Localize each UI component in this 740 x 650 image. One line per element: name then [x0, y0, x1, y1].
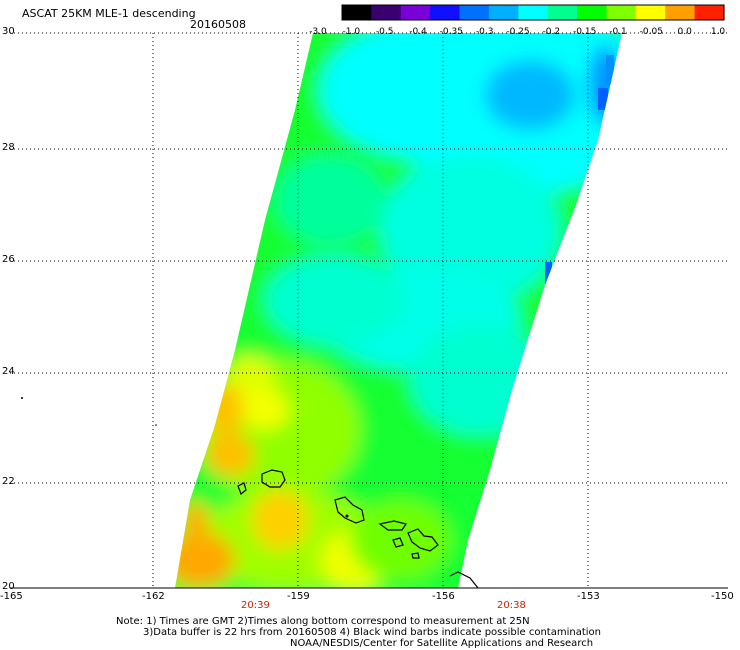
lat-label-28: 28: [2, 142, 15, 153]
lat-label-30: 30: [2, 26, 15, 37]
lat-label-22: 22: [2, 476, 15, 487]
colorbar-swatch: [577, 5, 608, 20]
lon-label-159: -159: [287, 591, 310, 602]
colorbar: [341, 4, 725, 21]
maui-coastline: [407, 528, 439, 552]
colorbar-swatch: [459, 5, 490, 20]
lon-label-156: -156: [432, 591, 455, 602]
colorbar-frame: [341, 4, 725, 21]
oahu-barb-dot: [345, 514, 349, 518]
colorbar-label: 0.0: [677, 27, 692, 37]
colorbar-label: -0.5: [375, 27, 394, 37]
lon-label-162: -162: [142, 591, 165, 602]
colorbar-label: -0.4: [409, 27, 427, 37]
hawaii-coastline: [449, 571, 479, 588]
time-label-west: 20:39: [241, 600, 270, 611]
colorbar-label: -0.3: [475, 27, 494, 37]
colorbar-label: -0.1: [609, 27, 627, 37]
note-line-3: NOAA/NESDIS/Center for Satellite Applica…: [290, 638, 594, 649]
colorbar-label: 1.0: [710, 27, 726, 37]
kahoolawe-coastline: [411, 552, 420, 559]
colorbar-swatch: [665, 5, 696, 20]
colorbar-label: -0.05: [639, 27, 663, 37]
colorbar-label: -3.0: [309, 27, 327, 37]
colorbar-swatch: [547, 5, 578, 20]
colorbar-label: -0.25: [506, 27, 530, 37]
colorbar-swatch: [606, 5, 637, 20]
colorbar-swatch: [694, 5, 725, 20]
kauai-coastline: [261, 469, 286, 488]
note-line-2: 3)Data buffer is 22 hrs from 20160508 4)…: [143, 627, 601, 638]
lon-label-153: -153: [577, 591, 600, 602]
scatterometer-swath: [175, 33, 622, 588]
colorbar-swatch: [400, 5, 431, 20]
colorbar-swatch: [342, 5, 372, 20]
colorbar-label: -1.0: [342, 27, 361, 37]
colorbar-label: -0.2: [542, 27, 561, 37]
note-line-1: Note: 1) Times are GMT 2)Times along bot…: [116, 616, 530, 627]
lanai-coastline: [392, 537, 404, 548]
lon-label-165: -165: [0, 591, 23, 602]
colorbar-swatch: [635, 5, 666, 20]
molokai-coastline: [378, 520, 407, 531]
stray-dot: [155, 424, 157, 426]
colorbar-swatch: [371, 5, 402, 20]
lat-label-20: 20: [2, 581, 15, 592]
lat-label-24: 24: [2, 366, 15, 377]
colorbar-label: -0.15: [573, 27, 597, 37]
colorbar-label: -0.35: [439, 27, 463, 37]
colorbar-swatch: [430, 5, 461, 20]
chart-date: 20160508: [190, 18, 246, 31]
oahu-coastline: [334, 496, 365, 524]
graticule: [10, 32, 728, 588]
colorbar-swatch: [488, 5, 519, 20]
chart-title: ASCAT 25KM MLE-1 descending: [22, 7, 196, 20]
lon-label-150: -150: [711, 591, 734, 602]
niihau-coastline: [237, 482, 247, 495]
lat-label-26: 26: [2, 254, 15, 265]
time-label-east: 20:38: [497, 600, 526, 611]
colorbar-swatch: [518, 5, 549, 20]
coastlines: [237, 469, 479, 588]
stray-dot: [21, 397, 23, 399]
